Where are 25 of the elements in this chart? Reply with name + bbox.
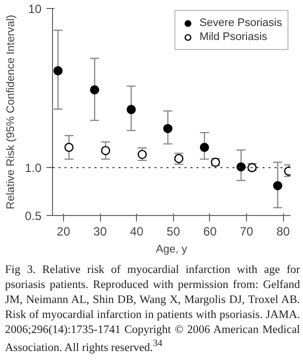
x-tick-label: 20 [56,224,70,238]
y-tick-label: 1.0 [24,161,42,176]
x-tick-label: 50 [166,224,180,238]
point [126,104,136,114]
point [53,66,63,76]
point [236,162,246,172]
x-axis-title: Age, y [156,244,188,256]
point [273,181,282,190]
point [200,142,210,152]
x-tick-label: 80 [276,224,290,238]
point [163,124,172,134]
y-tick-label: 10 [28,2,42,16]
point [138,150,147,160]
point [90,85,100,94]
point [64,142,74,152]
x-tick-label: 30 [93,224,108,238]
y-axis-title: Relative Risk (95% Confidence Interval) [4,14,17,210]
y-tick-label: 0.5 [24,209,42,223]
x-tick-label: 60 [203,224,217,238]
legend-label: Severe Psoriasis [199,16,282,30]
point [100,146,110,156]
legend-label: Mild Psoriasis [199,30,268,44]
x-tick-label: 40 [130,224,144,238]
x-tick-label: 70 [240,224,254,238]
caption: Fig 3. Relative risk of myocardial infarction with age for psoriasis patients. Reproduced with permission from: Gelfand JM, Neimann AL, Shin DB, Wang X, Margolis DJ, Troxel AB. Risk of myocardial infarction in patients with psoriasis. JAMA. 2006;296(14):1735-1741 Copyright © 2006 American Medical Association. All rights reserved.$^{34}$ [5,263,300,356]
